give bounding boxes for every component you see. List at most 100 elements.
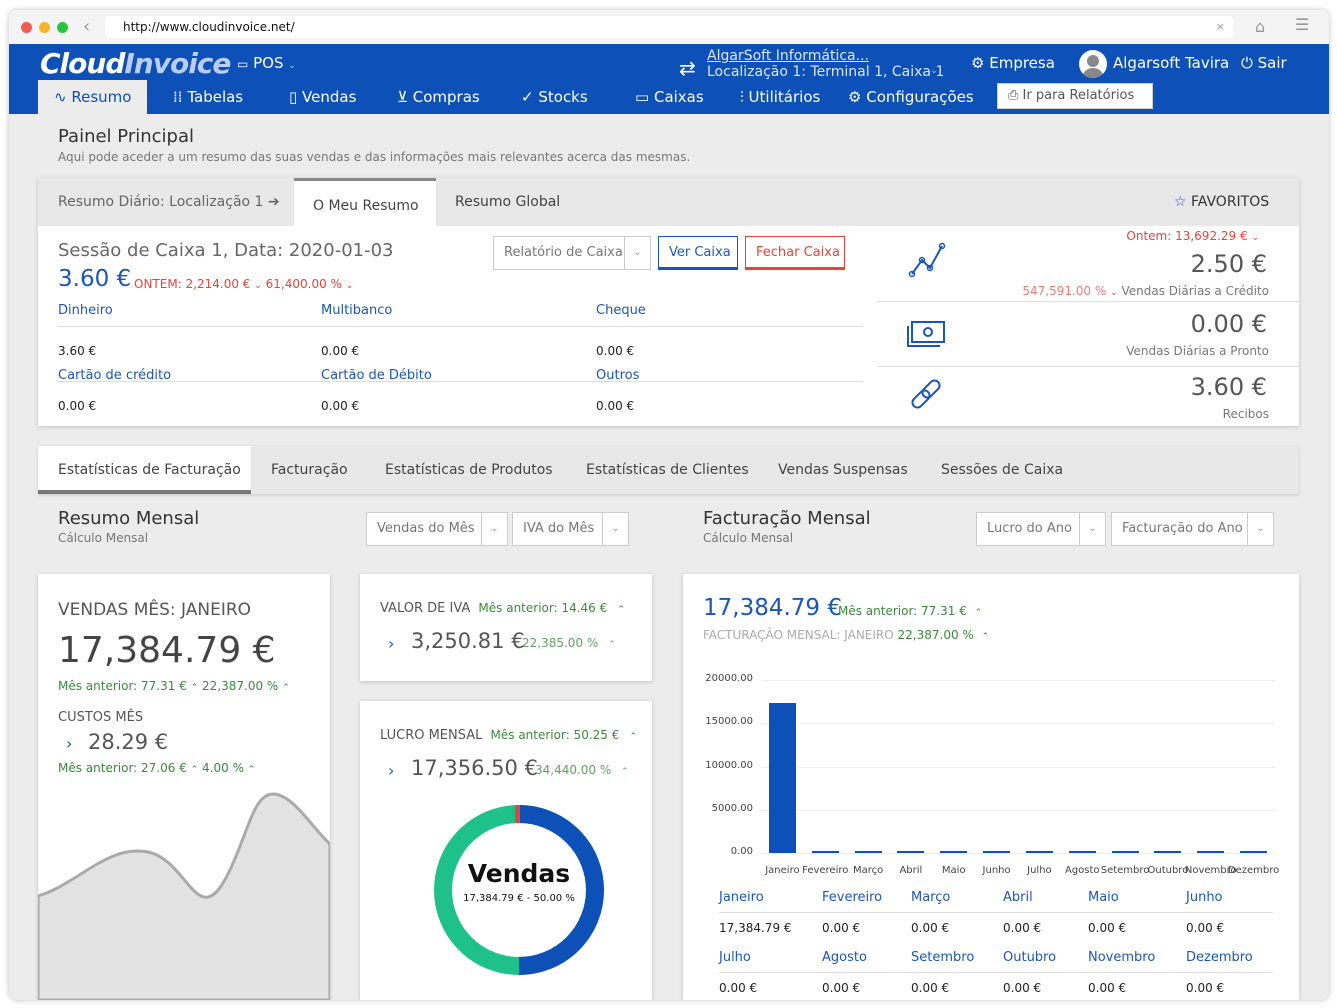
minimize-dot[interactable] — [39, 22, 50, 33]
month-label: Outubro — [1003, 950, 1057, 965]
prev-text: Mês anterior: 77.31 € — [58, 679, 187, 693]
kpi-label: Vendas Diárias a Pronto — [1126, 344, 1269, 358]
cash-report-select[interactable]: Relatório de Caixa ⌄ — [493, 236, 651, 270]
tab-tabelas[interactable]: ⁞⁞ Tabelas — [173, 80, 243, 114]
pct-text: 22,387.00 % — [202, 679, 279, 693]
pos-selector[interactable]: ▭ POS ⌄ — [237, 54, 296, 72]
pct-text: 4.00 % — [202, 761, 244, 775]
home-icon[interactable]: ⌂ — [1255, 17, 1266, 36]
chart-bar[interactable] — [854, 851, 882, 853]
favorites-button[interactable]: ☆ FAVORITOS — [1174, 194, 1269, 210]
chart-bar[interactable] — [983, 851, 1011, 853]
x-tick-label: Março — [852, 865, 884, 876]
tab-configuracoes[interactable]: ⚙ Configurações — [848, 80, 974, 114]
empresa-link[interactable]: ⚙ Empresa — [971, 54, 1055, 72]
tab-product-stats[interactable]: Estatísticas de Produtos — [385, 462, 553, 478]
tab-client-stats[interactable]: Estatísticas de Clientes — [586, 462, 749, 478]
month-label: Fevereiro — [822, 890, 883, 905]
chart-bar[interactable] — [1025, 851, 1053, 853]
y-tick-label: 20000.00 — [705, 673, 753, 684]
tab-utilitarios[interactable]: ⫶ Utilitários — [740, 80, 820, 114]
chart-bar[interactable] — [897, 851, 925, 853]
clear-url-icon[interactable]: × — [1215, 20, 1225, 33]
page-subtitle: Aqui pode aceder a um resumo das suas ve… — [58, 150, 691, 164]
chevron-up-icon: ⌃ — [608, 640, 616, 650]
month-vat-select[interactable]: IVA do Mês ⌄ — [512, 512, 629, 546]
chart-bar[interactable] — [811, 851, 839, 853]
vat-card: VALOR DE IVA Mês anterior: 14.46 € ⌃ › 3… — [360, 574, 652, 681]
x-tick-label: Janeiro — [765, 865, 800, 876]
view-cash-button[interactable]: Ver Caixa — [658, 236, 738, 270]
card-value: 17,356.50 € — [411, 756, 538, 780]
app-logo[interactable]: CloudInvoice — [40, 47, 231, 80]
billing-subtitle: FACTURAÇÃO MENSAL: JANEIRO 22,387.00 % ⌃ — [703, 628, 989, 642]
reports-button[interactable]: ⎙ Ir para Relatórios — [997, 83, 1153, 109]
tab-daily-summary[interactable]: Resumo Diário: Localização 1 ➔ — [58, 194, 280, 210]
kpi-pct: 547,591.00 % — [1022, 284, 1107, 298]
session-total: 3.60 € — [58, 266, 132, 292]
month-value: 0.00 € — [1088, 981, 1127, 995]
avatar[interactable] — [1079, 50, 1107, 78]
kpi-top: Ontem: 13,692.29 € — [1126, 229, 1248, 243]
chart-bar[interactable] — [1154, 851, 1182, 853]
divider — [719, 912, 1273, 913]
chevron-down-icon: ⌄ — [288, 61, 296, 71]
tab-caixas[interactable]: ▭ Caixas — [635, 80, 704, 114]
donut-inner-ring — [518, 823, 586, 957]
tab-global-summary[interactable]: Resumo Global — [455, 194, 561, 210]
browser-window: ‹ http://www.cloudinvoice.net/ × ⌂ ☰ Clo… — [9, 10, 1329, 1000]
chart-bar[interactable] — [1240, 851, 1268, 853]
chevron-down-icon: ⌄ — [481, 513, 507, 545]
company-selector[interactable]: AlgarSoft Informática... Localização 1: … — [707, 48, 944, 80]
month-value: 0.00 € — [1003, 921, 1042, 935]
chart-bar[interactable] — [1197, 851, 1225, 853]
close-dot[interactable] — [21, 22, 32, 33]
swap-icon[interactable]: ⇄ — [679, 56, 696, 80]
tab-suspended-sales[interactable]: Vendas Suspensas — [778, 462, 908, 478]
month-value: 0.00 € — [822, 981, 861, 995]
check-circle-icon: ✓ — [521, 88, 534, 106]
tab-resumo[interactable]: ∿ Resumo — [38, 80, 148, 114]
prev-text: Mês anterior: 27.06 € — [58, 761, 187, 775]
tab-cash-sessions[interactable]: Sessões de Caixa — [941, 462, 1064, 478]
prev-text: Mês anterior: 14.46 € — [478, 601, 608, 615]
menu-icon[interactable]: ☰ — [1295, 15, 1310, 34]
url-text: http://www.cloudinvoice.net/ — [123, 20, 295, 34]
tab-compras[interactable]: ⊻ Compras — [397, 80, 480, 114]
maximize-dot[interactable] — [57, 22, 68, 33]
tab-vendas[interactable]: ▯ Vendas — [289, 80, 356, 114]
tab-billing-stats[interactable]: Estatísticas de Facturação — [38, 446, 251, 494]
chevron-right-icon[interactable]: › — [66, 734, 73, 753]
back-arrow-icon[interactable]: ‹ — [83, 16, 91, 37]
x-tick-label: Setembro — [1100, 865, 1150, 876]
chevron-up-icon: ⌃ — [981, 632, 990, 642]
chart-bar[interactable] — [1111, 851, 1139, 853]
logout-link[interactable]: ⏻ Sair — [1241, 54, 1287, 72]
tab-billing[interactable]: Facturação — [271, 462, 348, 478]
vat-pct: 22,385.00 % ⌃ — [522, 636, 616, 650]
logo-invoice: Invoice — [124, 47, 231, 80]
tab-stocks[interactable]: ✓ Stocks — [521, 80, 588, 114]
y-tick-label: 5000.00 — [711, 802, 753, 814]
tab-my-summary[interactable]: O Meu Resumo — [294, 178, 436, 227]
printer-icon: ⎙ — [1008, 88, 1019, 103]
url-bar[interactable]: http://www.cloudinvoice.net/ × — [105, 16, 1233, 38]
year-billing-select[interactable]: Facturação do Ano ⌄ — [1111, 512, 1274, 546]
divider — [878, 366, 1299, 367]
pct-text: 22,385.00 % — [522, 636, 599, 650]
year-profit-select[interactable]: Lucro do Ano ⌄ — [976, 512, 1106, 546]
chart-bar[interactable] — [768, 702, 796, 853]
kpi-yesterday: Ontem: 13,692.29 € ⌄ — [1126, 229, 1259, 243]
prev-text: Mês anterior: 50.25 € — [490, 728, 620, 742]
chart-bar[interactable] — [940, 851, 968, 853]
chart-gridline — [761, 723, 1275, 725]
user-name[interactable]: Algarsoft Tavira — [1113, 54, 1230, 72]
chart-bar[interactable] — [1068, 851, 1096, 853]
month-sales-select[interactable]: Vendas do Mês ⌄ — [366, 512, 508, 546]
chevron-right-icon[interactable]: › — [388, 634, 395, 653]
close-cash-button[interactable]: Fechar Caixa — [745, 236, 845, 270]
card-title: VENDAS MÊS: JANEIRO — [58, 600, 252, 620]
payment-label: Cartão de Débito — [321, 368, 432, 383]
monitor-icon: ▭ — [237, 57, 249, 71]
chevron-right-icon[interactable]: › — [388, 761, 395, 780]
